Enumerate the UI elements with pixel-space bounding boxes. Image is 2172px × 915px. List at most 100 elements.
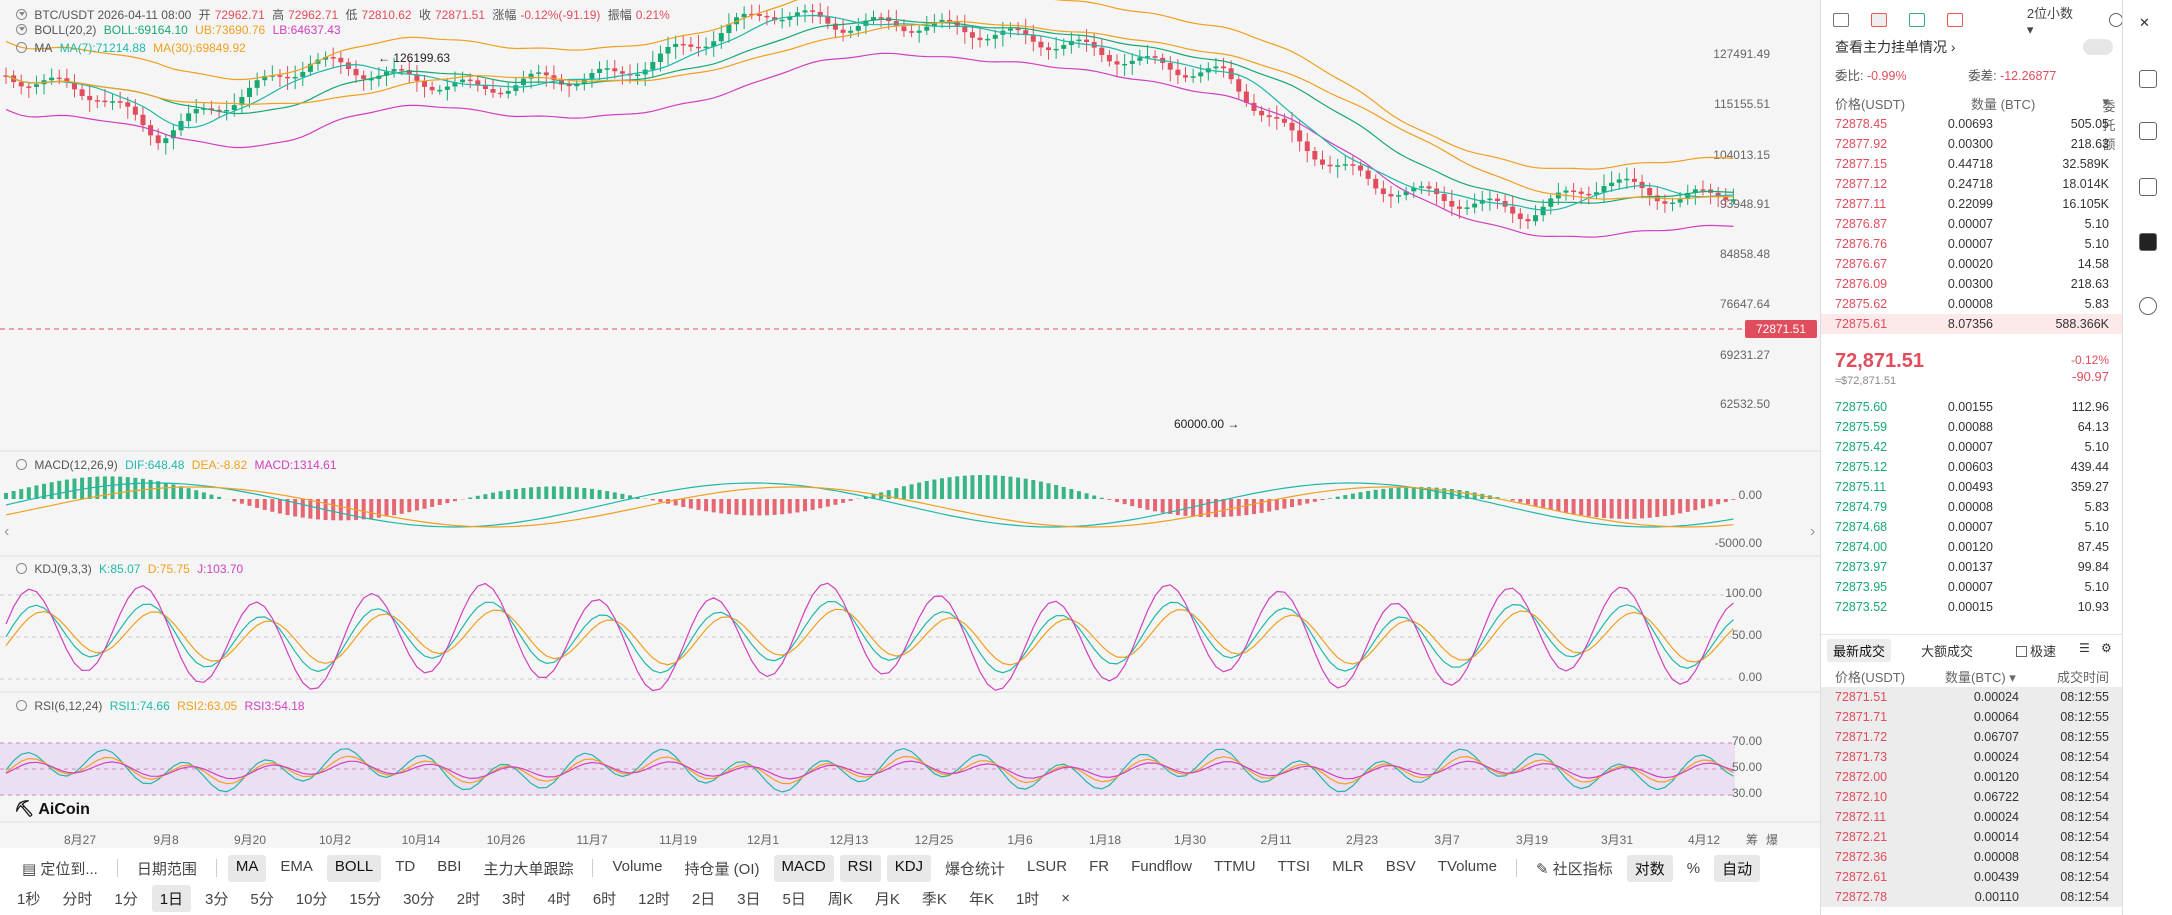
- interval-1日[interactable]: 1日: [151, 885, 192, 912]
- interval-3日[interactable]: 3日: [737, 891, 761, 908]
- interval-分时[interactable]: 分时: [62, 891, 93, 908]
- interval-4时[interactable]: 4时: [547, 891, 571, 908]
- depth-link[interactable]: 查看主力挂单情况 ›: [1835, 39, 1956, 55]
- settings-icon[interactable]: ⚙: [2101, 641, 2112, 655]
- orderbook-row[interactable]: 72873.95 0.00007 5.10: [1821, 577, 2123, 597]
- interval-3时[interactable]: 3时: [502, 891, 526, 908]
- interval-季K[interactable]: 季K: [921, 891, 947, 908]
- sub-indicator[interactable]: MLR: [1332, 857, 1364, 875]
- interval-3分[interactable]: 3分: [205, 891, 229, 908]
- collapse-icon[interactable]: [16, 24, 27, 35]
- orderbook-row[interactable]: 72876.09 0.00300 218.63: [1821, 274, 2123, 294]
- precision-select[interactable]: 2位小数 ▾: [2026, 5, 2074, 37]
- indicator-bbi[interactable]: BBI: [437, 857, 462, 875]
- tab-latest-trades[interactable]: 最新成交: [1827, 639, 1892, 662]
- sub-indicator[interactable]: KDJ: [886, 854, 932, 882]
- bot-icon[interactable]: [2139, 233, 2157, 251]
- interval-1分[interactable]: 1分: [114, 891, 138, 908]
- sub-indicator[interactable]: Volume: [612, 857, 663, 875]
- book-asks-icon[interactable]: [1946, 13, 1963, 27]
- interval-6时[interactable]: 6时: [592, 891, 617, 908]
- gear-icon[interactable]: [16, 459, 27, 470]
- drawing-tools-icon[interactable]: [2139, 70, 2157, 88]
- sub-indicator[interactable]: TTSI: [1277, 857, 1311, 875]
- percent-toggle[interactable]: %: [1686, 859, 1701, 877]
- sub-indicator[interactable]: BSV: [1385, 857, 1416, 875]
- kline-canvas[interactable]: 127491.49115155.51104013.1593948.9184858…: [0, 0, 1820, 848]
- sub-indicator[interactable]: Fundflow: [1131, 857, 1192, 875]
- orderbook-icon[interactable]: [2139, 178, 2157, 196]
- tab-large-trades[interactable]: 大额成交: [1921, 644, 1974, 659]
- indicator-ma[interactable]: MA: [227, 854, 267, 882]
- kline-chart[interactable]: 127491.49 115155.51 104013.15 93948.91 84858…: [0, 0, 1820, 848]
- auto-toggle[interactable]: 自动: [1714, 854, 1761, 882]
- sub-indicator[interactable]: 持仓量 (OI): [684, 860, 760, 878]
- orderbook-row[interactable]: 72878.45 0.00693 505.05: [1821, 114, 2123, 134]
- orderbook-row[interactable]: 72875.42 0.00007 5.10: [1821, 437, 2123, 457]
- fast-checkbox[interactable]: 极速: [2016, 641, 2056, 660]
- book-bids-icon[interactable]: [1908, 13, 1925, 27]
- log-toggle[interactable]: 对数: [1626, 854, 1673, 882]
- interval-2日[interactable]: 2日: [691, 891, 716, 908]
- gear-icon[interactable]: [16, 563, 27, 574]
- interval-2时[interactable]: 2时: [456, 891, 481, 908]
- date-range-button[interactable]: 日期范围: [136, 860, 197, 878]
- signal-icon[interactable]: [2139, 297, 2157, 315]
- book-both-icon[interactable]: [1833, 13, 1849, 27]
- gear-icon[interactable]: [16, 700, 27, 711]
- orderbook-row[interactable]: 72875.60 0.00155 112.96: [1821, 397, 2123, 417]
- depth-toggle[interactable]: [2083, 39, 2113, 55]
- interval-30分[interactable]: 30分: [403, 891, 435, 908]
- orderbook-row[interactable]: 72873.97 0.00137 99.84: [1821, 557, 2123, 577]
- orderbook-row[interactable]: 72873.52 0.00015 10.93: [1821, 597, 2123, 617]
- locate-button[interactable]: ▤ 定位到...: [22, 860, 98, 878]
- qty-column-select[interactable]: 数量(BTC) ▾: [1945, 670, 2016, 685]
- orderbook-row[interactable]: 72874.00 0.00120 87.45: [1821, 537, 2123, 557]
- orderbook-row[interactable]: 72877.11 0.22099 16.105K: [1821, 194, 2123, 214]
- orderbook-row[interactable]: 72877.12 0.24718 18.014K: [1821, 174, 2123, 194]
- layout-icon[interactable]: [2139, 122, 2157, 140]
- indicator-boll[interactable]: BOLL: [326, 854, 382, 882]
- orderbook-row[interactable]: 72876.76 0.00007 5.10: [1821, 234, 2123, 254]
- orderbook-row[interactable]: 72876.67 0.00020 14.58: [1821, 254, 2123, 274]
- sub-indicator[interactable]: MACD: [773, 854, 834, 882]
- orderbook-row[interactable]: 72877.15 0.44718 32.589K: [1821, 154, 2123, 174]
- interval-10分[interactable]: 10分: [295, 891, 328, 908]
- orderbook-row[interactable]: 72876.87 0.00007 5.10: [1821, 214, 2123, 234]
- collapse-icon[interactable]: [16, 9, 27, 20]
- orderbook-row[interactable]: 72875.11 0.00493 359.27: [1821, 477, 2123, 497]
- orderbook-row[interactable]: 72875.62 0.00008 5.83: [1821, 294, 2123, 314]
- total-column-select[interactable]: 委托额 ▾: [2102, 94, 2116, 152]
- close-panel-icon[interactable]: ✕: [2139, 15, 2150, 30]
- filter-icon[interactable]: ☰: [2079, 641, 2090, 655]
- sub-indicator[interactable]: FR: [1089, 857, 1110, 875]
- interval-周K[interactable]: 周K: [827, 891, 853, 908]
- gear-icon[interactable]: [16, 42, 27, 53]
- orderbook-row[interactable]: 72874.68 0.00007 5.10: [1821, 517, 2123, 537]
- indicator-td[interactable]: TD: [395, 857, 416, 875]
- orderbook-row[interactable]: 72875.59 0.00088 64.13: [1821, 417, 2123, 437]
- sub-indicator[interactable]: TTMU: [1213, 857, 1256, 875]
- orderbook-row[interactable]: 72874.79 0.00008 5.83: [1821, 497, 2123, 517]
- indicator-主力大单跟踪[interactable]: 主力大单跟踪: [483, 860, 574, 878]
- sub-indicator[interactable]: RSI: [839, 854, 881, 882]
- orderbook-row[interactable]: 72877.92 0.00300 218.63: [1821, 134, 2123, 154]
- orderbook-row[interactable]: 72875.12 0.00603 439.44: [1821, 457, 2123, 477]
- interval-1时[interactable]: 1时: [1015, 891, 1040, 908]
- interval-5日[interactable]: 5日: [782, 891, 806, 908]
- interval-月K[interactable]: 月K: [874, 891, 900, 908]
- orderbook-row[interactable]: 72875.61 8.07356 588.366K: [1821, 314, 2123, 334]
- close-intervals-button[interactable]: ×: [1061, 890, 1071, 907]
- interval-12时[interactable]: 12时: [638, 891, 670, 908]
- sub-indicator[interactable]: 爆仓统计: [945, 860, 1006, 878]
- interval-年K[interactable]: 年K: [968, 891, 994, 908]
- book-split-icon[interactable]: [1870, 13, 1887, 27]
- interval-1秒[interactable]: 1秒: [17, 891, 41, 908]
- interval-5分[interactable]: 5分: [250, 891, 274, 908]
- indicator-ema[interactable]: EMA: [280, 857, 313, 875]
- interval-15分[interactable]: 15分: [349, 891, 382, 908]
- settings-icon[interactable]: [2109, 13, 2123, 27]
- sub-indicator[interactable]: LSUR: [1027, 857, 1068, 875]
- community-indicators-button[interactable]: ✎ 社区指标: [1535, 860, 1613, 878]
- sub-indicator[interactable]: TVolume: [1437, 857, 1497, 875]
